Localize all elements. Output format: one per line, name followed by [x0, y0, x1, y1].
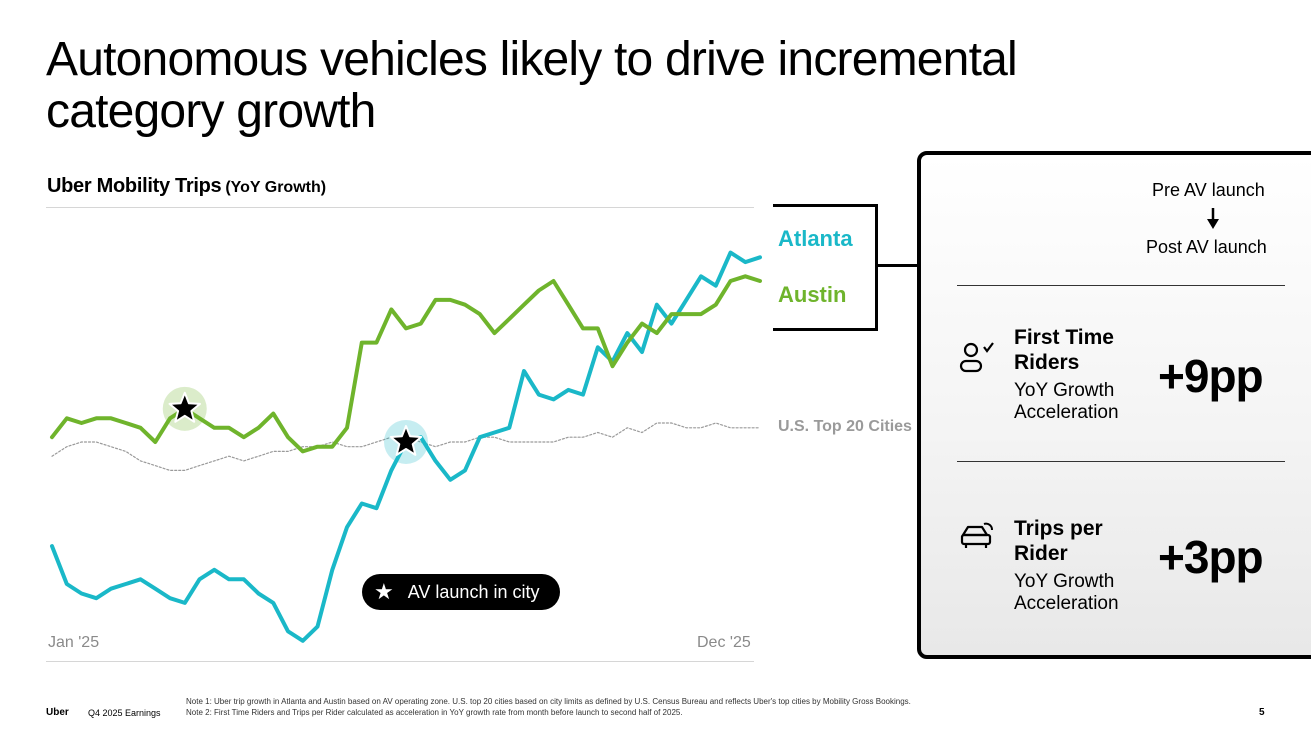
av-launch-star-austin — [168, 391, 201, 423]
post-av-label: Post AV launch — [1146, 237, 1267, 257]
footer-brand: Uber — [46, 707, 69, 718]
pre-av-label: Pre AV launch — [1152, 180, 1265, 200]
rider-check-icon — [959, 342, 994, 373]
metric-trips-per-rider-subtitle: YoY Growth Acceleration — [1014, 571, 1119, 614]
x-start-label: Jan '25 — [48, 634, 100, 651]
chart-heading: Uber Mobility Trips (YoY Growth) — [47, 175, 326, 198]
legend-atlanta: Atlanta — [778, 226, 853, 251]
page-number: 5 — [1259, 707, 1265, 718]
chart-bottom-divider — [46, 661, 754, 662]
star-icon: ★ — [374, 579, 394, 604]
summary-panel — [917, 151, 1311, 659]
legend-connector — [878, 264, 918, 267]
slide-title: Autonomous vehicles likely to drive incr… — [46, 33, 1018, 138]
chart-top-divider — [46, 207, 754, 208]
footer-report: Q4 2025 Earnings — [88, 708, 161, 718]
av-launch-label: AV launch in city — [407, 581, 540, 602]
metric-trips-per-rider-title: Trips per Rider — [1014, 517, 1103, 565]
legend-bracket — [773, 204, 878, 331]
footer-note-2: Note 2: First Time Riders and Trips per … — [186, 708, 683, 717]
chart-title: Uber Mobility Trips — [47, 175, 222, 197]
chart-subtitle: (YoY Growth) — [225, 179, 327, 196]
metric-first-time-riders-title: First Time Riders — [1014, 326, 1114, 374]
metric-first-time-riders-value: +9pp — [1158, 350, 1264, 402]
arrow-down-icon — [1207, 208, 1219, 229]
legend-top20: U.S. Top 20 Cities — [778, 418, 912, 435]
x-end-label: Dec '25 — [697, 634, 751, 651]
av-launch-star-atlanta — [389, 425, 423, 456]
autonomous-car-icon — [960, 522, 993, 548]
av-launch-key: ★ AV launch in city — [362, 574, 560, 610]
panel-divider — [957, 461, 1285, 462]
metric-trips-per-rider-value: +3pp — [1158, 531, 1264, 583]
series-line-austin — [50, 274, 762, 454]
panel-divider — [957, 285, 1285, 286]
legend-austin: Austin — [778, 282, 847, 307]
footer-note-1: Note 1: Uber trip growth in Atlanta and … — [186, 697, 911, 706]
metric-first-time-riders-subtitle: YoY Growth Acceleration — [1014, 380, 1119, 423]
